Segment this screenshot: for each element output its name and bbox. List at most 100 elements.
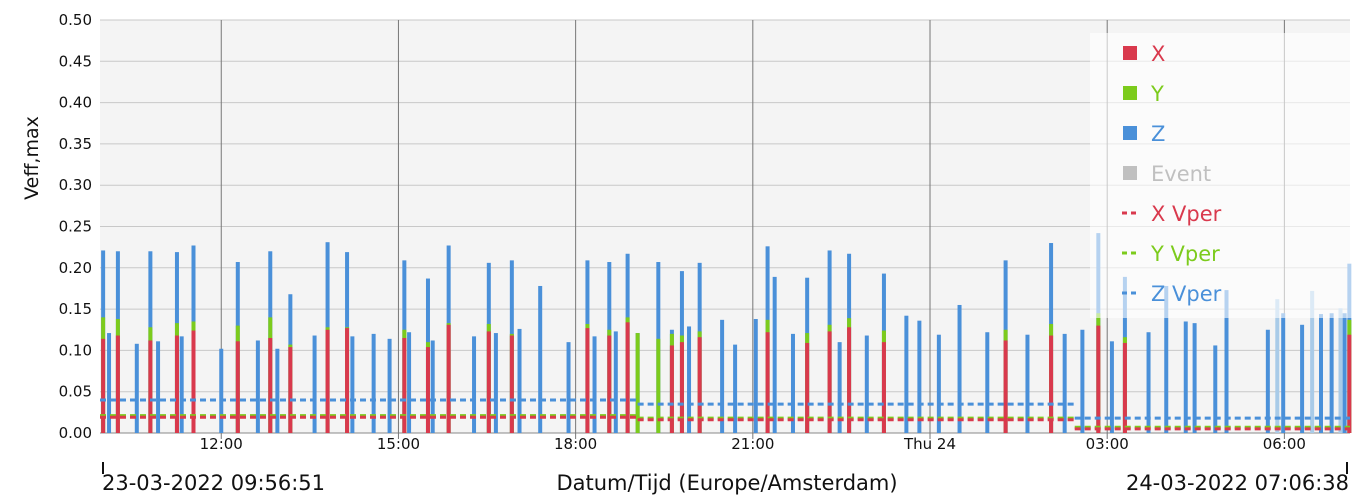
y-tick-label: 0.45 [59, 52, 92, 70]
bar-z [275, 348, 280, 433]
bar-x [881, 342, 886, 433]
bar-x [805, 342, 810, 433]
bar-z [864, 335, 869, 433]
bar-z [720, 319, 725, 433]
bar-x [697, 337, 702, 433]
y-tick-label: 0.35 [59, 135, 92, 153]
bar-z [566, 342, 571, 433]
bar-z [1109, 341, 1114, 433]
bar-z [1329, 313, 1334, 433]
bar-z [1224, 290, 1229, 433]
bar-x [1122, 342, 1127, 433]
x-tick-label: 03:00 [1086, 435, 1129, 453]
bar-z [1265, 329, 1270, 433]
bar-x [509, 335, 514, 433]
bar-z [1025, 334, 1030, 433]
bar-z [312, 335, 317, 433]
bar-x [268, 338, 273, 433]
start-datetime: 23-03-2022 09:56:51 [102, 471, 325, 495]
y-tick-label: 0.05 [59, 383, 92, 401]
x-tick-label: 18:00 [554, 435, 597, 453]
bar-x [345, 328, 350, 433]
bar-z [1213, 345, 1218, 433]
bar-x [174, 335, 179, 433]
bar-x [115, 335, 120, 433]
bar-z [904, 315, 909, 433]
bar-x [101, 338, 106, 433]
bar-x [585, 328, 590, 433]
legend-label-y-vper[interactable]: Y Vper [1150, 242, 1220, 266]
bar-z [1275, 299, 1280, 433]
x-axis-label: Datum/Tijd (Europe/Amsterdam) [556, 471, 897, 495]
bar-z [613, 331, 618, 433]
bar-z [107, 333, 112, 433]
bar-z [1062, 333, 1067, 433]
legend[interactable]: XYZ Event X Vper Y Vper Z Vper [1090, 33, 1352, 318]
bar-z [592, 336, 597, 433]
legend-label-event[interactable]: Event [1151, 162, 1211, 186]
legend-label-z[interactable]: Z [1151, 122, 1165, 146]
bar-z [1281, 313, 1286, 433]
vper-lines [100, 398, 1350, 431]
bar-x [1347, 334, 1352, 433]
x-tick-label: 06:00 [1263, 435, 1306, 453]
bar-z [1146, 332, 1151, 433]
bar-y [656, 338, 661, 433]
y-tick-label: 0.40 [59, 94, 92, 112]
x-tick-label: 15:00 [377, 435, 420, 453]
legend-swatch-z [1123, 126, 1137, 140]
bar-z [538, 285, 543, 433]
bar-x [191, 330, 196, 433]
y-tick-label: 0.15 [59, 300, 92, 318]
bar-z [1080, 329, 1085, 433]
bar-x [148, 340, 153, 433]
bar-x [625, 322, 630, 433]
bar-x [765, 332, 770, 433]
bar-x [486, 331, 491, 433]
bar-x [1003, 340, 1008, 433]
bar-z [1310, 290, 1315, 433]
x-tick-label: 12:00 [200, 435, 243, 453]
bar-z [387, 338, 392, 433]
legend-label-x[interactable]: X [1151, 42, 1165, 66]
bar-z [255, 340, 260, 433]
bar-z [753, 319, 758, 433]
y-axis-label: Veff,max [21, 116, 43, 200]
bar-x [402, 338, 407, 433]
bar-z [156, 341, 161, 433]
y-tick-label: 0.25 [59, 218, 92, 236]
bar-z [985, 332, 990, 433]
bar-y [635, 333, 640, 433]
x-axis-ticks: 12:00 15:00 18:00 21:00 Thu 24 03:00 06:00 [200, 435, 1306, 453]
bar-z [837, 342, 842, 433]
bar-x [607, 335, 612, 433]
y-tick-label: 0.30 [59, 176, 92, 194]
bar-x [827, 331, 832, 433]
x-tick-label: Thu 24 [903, 435, 956, 453]
bar-x [425, 347, 430, 433]
bar-z [134, 343, 139, 433]
bar-x [235, 341, 240, 433]
legend-label-z-vper[interactable]: Z Vper [1151, 282, 1222, 306]
bar-z [219, 348, 224, 433]
bar-z [350, 336, 355, 433]
legend-label-y[interactable]: Y [1150, 82, 1164, 106]
bar-z [917, 320, 922, 433]
bar-z [1319, 314, 1324, 433]
bar-z [1164, 285, 1169, 433]
bar-z [407, 332, 412, 433]
y-axis-ticks: 0.00 0.05 0.10 0.15 0.20 0.25 0.30 0.35 0.40 0.45… [59, 11, 92, 442]
legend-swatch-x [1123, 46, 1137, 60]
bar-z [1300, 324, 1305, 433]
legend-swatch-y [1123, 86, 1137, 100]
bar-z [1342, 313, 1347, 433]
bar-z [790, 333, 795, 433]
y-tick-label: 0.50 [59, 11, 92, 29]
bar-z [687, 326, 692, 433]
bar-x [669, 345, 674, 433]
x-tick-label: 21:00 [731, 435, 774, 453]
legend-swatch-event [1123, 166, 1137, 180]
legend-label-x-vper[interactable]: X Vper [1151, 202, 1222, 226]
end-datetime: 24-03-2022 07:06:38 [1126, 471, 1349, 495]
y-tick-label: 0.20 [59, 259, 92, 277]
